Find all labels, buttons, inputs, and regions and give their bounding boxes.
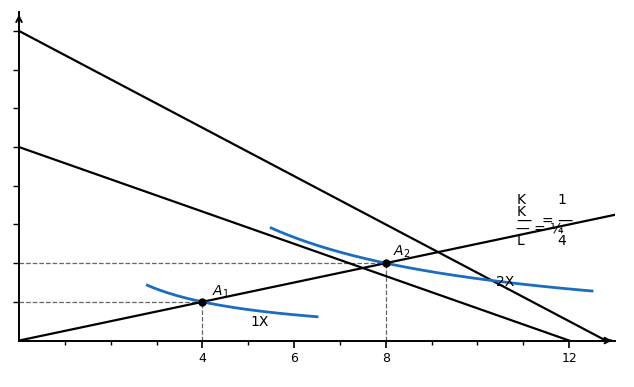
- Text: $A_2$: $A_2$: [392, 244, 410, 260]
- Text: 2X: 2X: [496, 275, 514, 289]
- Text: 1: 1: [558, 193, 567, 207]
- Text: K
— = ¼: K — = ¼: [517, 205, 564, 236]
- Text: —: —: [558, 213, 573, 228]
- Text: 1X: 1X: [250, 315, 269, 329]
- Text: =: =: [541, 214, 558, 228]
- Text: 4: 4: [558, 234, 566, 248]
- Text: K: K: [517, 193, 526, 207]
- Text: —: —: [517, 213, 532, 228]
- Text: L: L: [517, 234, 524, 248]
- Text: $A_1$: $A_1$: [212, 284, 229, 300]
